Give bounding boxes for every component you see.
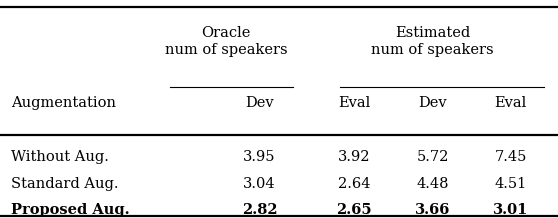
Text: Augmentation: Augmentation bbox=[11, 96, 116, 110]
Text: 2.65: 2.65 bbox=[336, 203, 372, 217]
Text: 5.72: 5.72 bbox=[416, 150, 449, 164]
Text: 4.51: 4.51 bbox=[494, 177, 527, 191]
Text: Eval: Eval bbox=[494, 96, 527, 110]
Text: Eval: Eval bbox=[338, 96, 371, 110]
Text: 4.48: 4.48 bbox=[416, 177, 449, 191]
Text: 3.66: 3.66 bbox=[415, 203, 450, 217]
Text: Proposed Aug.: Proposed Aug. bbox=[11, 203, 130, 217]
Text: Dev: Dev bbox=[418, 96, 447, 110]
Text: 3.01: 3.01 bbox=[493, 203, 528, 217]
Text: Estimated
num of speakers: Estimated num of speakers bbox=[371, 26, 494, 58]
Text: Standard Aug.: Standard Aug. bbox=[11, 177, 119, 191]
Text: 7.45: 7.45 bbox=[494, 150, 527, 164]
Text: 3.92: 3.92 bbox=[338, 150, 371, 164]
Text: 3.95: 3.95 bbox=[243, 150, 276, 164]
Text: Oracle
num of speakers: Oracle num of speakers bbox=[165, 26, 287, 58]
Text: Dev: Dev bbox=[245, 96, 274, 110]
Text: Without Aug.: Without Aug. bbox=[11, 150, 109, 164]
Text: 2.64: 2.64 bbox=[338, 177, 371, 191]
Text: 2.82: 2.82 bbox=[242, 203, 277, 217]
Text: 3.04: 3.04 bbox=[243, 177, 276, 191]
